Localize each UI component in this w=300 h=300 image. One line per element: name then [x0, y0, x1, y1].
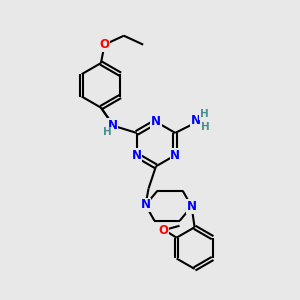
Text: N: N — [132, 149, 142, 162]
Text: H: H — [200, 109, 209, 119]
Text: N: N — [170, 149, 180, 162]
Text: H: H — [201, 122, 209, 132]
Text: N: N — [140, 199, 151, 212]
Text: O: O — [158, 224, 168, 237]
Text: N: N — [191, 114, 201, 127]
Text: N: N — [108, 119, 118, 132]
Text: O: O — [100, 38, 110, 51]
Text: N: N — [187, 200, 196, 213]
Text: H: H — [103, 127, 111, 137]
Text: N: N — [151, 115, 161, 128]
